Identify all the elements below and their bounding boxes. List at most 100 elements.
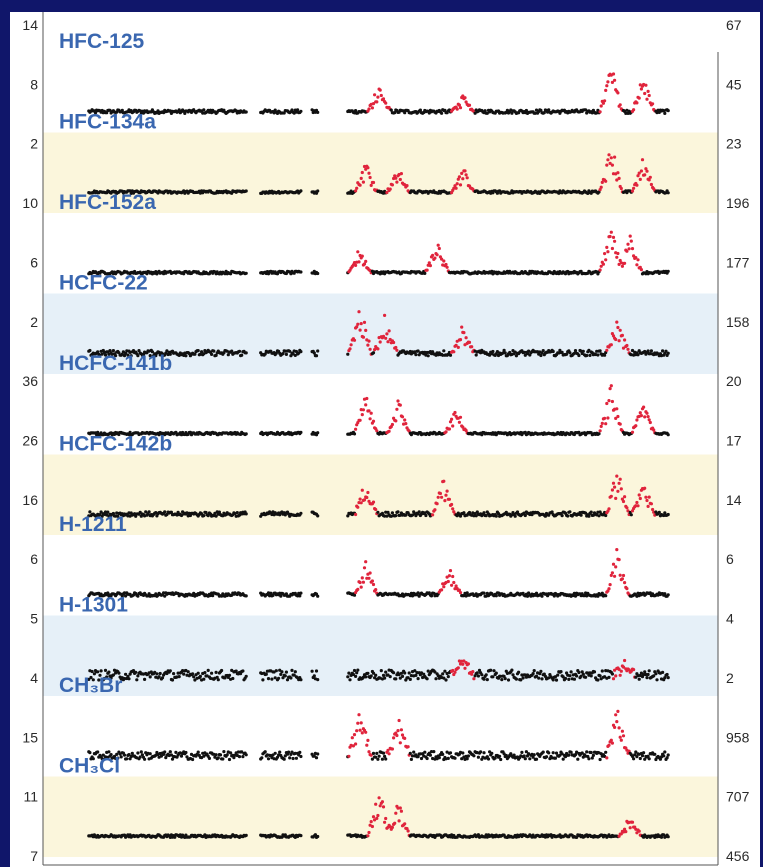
background-point (136, 751, 140, 755)
pollution-point (447, 574, 451, 578)
background-point (356, 668, 360, 672)
background-point (201, 111, 205, 115)
background-point (290, 668, 294, 673)
background-point (587, 757, 591, 761)
pollution-point (617, 339, 621, 343)
background-point (666, 191, 670, 195)
pollution-point (618, 422, 622, 426)
background-point (96, 670, 100, 674)
pollution-point (611, 562, 616, 566)
background-point (157, 675, 161, 679)
background-point (566, 514, 570, 518)
pollution-point (639, 87, 644, 91)
background-point (389, 108, 393, 112)
background-point (299, 270, 303, 274)
background-point (296, 108, 300, 112)
background-point (237, 755, 242, 759)
background-point (547, 108, 551, 112)
background-point (384, 670, 388, 674)
pollution-point (598, 110, 602, 114)
background-point (90, 669, 94, 674)
background-point (635, 755, 639, 759)
pollution-point (616, 251, 620, 256)
pollution-point (352, 733, 357, 737)
background-point (210, 352, 214, 356)
pollution-point (387, 329, 391, 333)
pollution-point (395, 348, 399, 352)
pollution-point (405, 184, 409, 188)
pollution-point (463, 666, 467, 670)
tick-label: 20 (726, 373, 742, 389)
background-point (510, 668, 514, 672)
pollution-point (398, 806, 402, 810)
pollution-point (598, 268, 602, 272)
pollution-point (603, 99, 607, 103)
background-point (649, 349, 654, 353)
tick-label: 67 (726, 17, 742, 33)
pollution-point (425, 268, 429, 272)
pollution-point (609, 494, 613, 498)
background-point (569, 670, 573, 674)
background-point (191, 757, 195, 762)
pollution-point (460, 325, 464, 329)
background-point (119, 755, 123, 759)
background-point (211, 594, 215, 598)
pollution-point (638, 496, 642, 501)
tick-label: 958 (726, 729, 750, 745)
background-point (244, 351, 248, 355)
pollution-point (403, 418, 407, 422)
background-point (604, 750, 608, 754)
background-point (264, 672, 268, 676)
background-point (503, 351, 507, 355)
background-point (642, 751, 646, 755)
pollution-point (356, 250, 360, 254)
background-point (506, 678, 511, 682)
pollution-point (610, 741, 615, 745)
background-point (581, 349, 585, 353)
tick-label: 6 (726, 551, 734, 567)
pollution-point (648, 420, 652, 425)
pollution-point (613, 574, 617, 578)
pollution-point (599, 185, 603, 189)
pollution-point (455, 182, 459, 186)
pollution-point (611, 235, 616, 239)
pollution-point (457, 103, 461, 107)
pollution-point (367, 339, 371, 343)
tick-label: 6 (30, 254, 38, 270)
pollution-point (610, 246, 615, 251)
tick-label: 456 (726, 848, 750, 864)
background-point (643, 757, 647, 761)
background-point (531, 672, 535, 676)
pollution-point (623, 581, 627, 585)
pollution-point (367, 830, 371, 835)
background-point (218, 753, 223, 757)
pollution-point (443, 499, 447, 503)
background-point (212, 349, 216, 353)
background-point (163, 510, 167, 514)
background-point (352, 432, 357, 436)
background-point (346, 352, 350, 356)
pollution-point (390, 183, 394, 187)
pollution-point (404, 422, 408, 426)
background-point (494, 594, 498, 598)
tick-label: 36 (22, 373, 38, 389)
background-point (231, 676, 235, 681)
background-point (414, 353, 418, 357)
pollution-point (348, 347, 352, 351)
background-point (244, 432, 248, 436)
pollution-point (370, 824, 374, 829)
background-point (408, 677, 412, 682)
background-point (198, 674, 202, 679)
background-point (202, 108, 206, 112)
background-point (654, 672, 658, 676)
background-point (448, 751, 453, 755)
pollution-point (645, 498, 649, 503)
pollution-point (606, 416, 610, 420)
pollution-point (637, 171, 641, 175)
pollution-point (609, 738, 613, 742)
pollution-point (605, 348, 609, 352)
background-point (316, 834, 320, 839)
background-point (568, 351, 572, 355)
pollution-point (630, 820, 635, 824)
pollution-point (615, 474, 619, 478)
